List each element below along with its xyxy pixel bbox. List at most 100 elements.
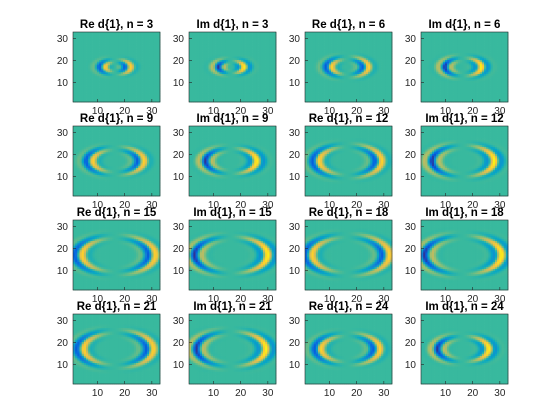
heatmap-cell <box>149 91 152 94</box>
heatmap-cell <box>215 51 218 54</box>
heatmap-cell <box>262 100 266 103</box>
heatmap-cell <box>215 95 218 98</box>
heatmap-cell <box>245 39 249 42</box>
heatmap-cell <box>197 89 201 92</box>
heatmap-cell <box>252 65 255 68</box>
heatmap-cell <box>258 81 262 84</box>
heatmap-cell <box>221 33 225 36</box>
heatmap-cell <box>155 82 159 85</box>
heatmap-cell <box>118 65 122 68</box>
heatmap-cell <box>133 40 137 43</box>
heatmap-cell <box>247 74 251 77</box>
heatmap-cell <box>256 39 259 42</box>
heatmap-cell <box>249 40 253 43</box>
heatmap-cell <box>127 47 130 50</box>
heatmap-cell <box>193 61 196 64</box>
axes-frame <box>188 31 277 103</box>
heatmap-cell <box>208 81 212 84</box>
heatmap-cell <box>153 65 156 68</box>
heatmap-cell <box>103 72 106 75</box>
heatmap-cell <box>273 63 277 66</box>
heatmap-cell <box>197 39 201 42</box>
heatmap-cell <box>193 51 196 54</box>
heatmap-cell <box>86 81 89 84</box>
heatmap-cell <box>232 81 236 84</box>
heatmap-cell <box>219 53 222 56</box>
heatmap-cell <box>210 91 214 94</box>
heatmap-cell <box>230 32 233 35</box>
heatmap-cell <box>140 42 143 45</box>
heatmap-cell <box>249 91 253 94</box>
heatmap-cell <box>254 42 257 45</box>
heatmap-cell <box>142 39 146 42</box>
heatmap-cell <box>202 47 205 50</box>
subplot-title: Re d{1}, n = 6 <box>312 19 385 31</box>
heatmap-cell <box>109 65 113 68</box>
heatmap-cell <box>138 54 141 57</box>
heatmap-cell <box>83 51 87 54</box>
heatmap-cell <box>107 46 111 49</box>
heatmap-cell <box>73 56 76 59</box>
heatmap-cell <box>221 100 225 103</box>
heatmap-cell <box>271 93 275 96</box>
heatmap-cell <box>144 89 148 92</box>
heatmap-cell <box>260 49 264 52</box>
heatmap-cell <box>206 79 209 82</box>
heatmap-cell <box>92 70 96 73</box>
heatmap-cell <box>90 32 93 35</box>
heatmap-cell <box>75 51 78 54</box>
heatmap-cell <box>153 40 156 43</box>
heatmap-cell <box>236 82 240 85</box>
heatmap-cell <box>212 39 216 42</box>
heatmap-cell <box>99 67 102 70</box>
heatmap-cell <box>77 46 80 49</box>
heatmap-cell <box>92 53 96 56</box>
heatmap-cell <box>138 79 141 82</box>
heatmap-cell <box>96 98 100 101</box>
heatmap-cell <box>221 79 225 82</box>
heatmap-cell <box>131 72 135 75</box>
heatmap-cell <box>101 81 104 84</box>
heatmap-cell <box>193 81 196 84</box>
heatmap-cell <box>258 60 262 63</box>
heatmap-cell <box>151 49 154 52</box>
heatmap-cell <box>157 49 161 52</box>
heatmap-cell <box>99 42 102 45</box>
heatmap-cell <box>236 63 240 66</box>
heatmap-cell <box>127 79 130 82</box>
heatmap-cell <box>269 61 272 64</box>
heatmap-cell <box>195 93 199 96</box>
heatmap-cell <box>230 88 233 91</box>
heatmap-cell <box>256 61 259 64</box>
heatmap-cell <box>234 32 238 35</box>
heatmap-cell <box>127 77 130 80</box>
heatmap-cell <box>83 74 87 77</box>
heatmap-cell <box>90 58 93 61</box>
heatmap-cell <box>208 53 212 56</box>
heatmap-cell <box>247 51 251 54</box>
x-tick-label: 10 <box>92 106 104 117</box>
heatmap-cell <box>94 79 98 82</box>
heatmap-cell <box>88 91 91 94</box>
heatmap-cell <box>262 42 266 45</box>
heatmap-cell <box>103 49 106 52</box>
heatmap-cell <box>258 77 262 80</box>
heatmap-cell <box>206 93 209 96</box>
heatmap-cell <box>96 56 100 59</box>
heatmap-cell <box>267 47 270 50</box>
heatmap-cell <box>114 35 117 38</box>
heatmap-cell <box>271 40 275 43</box>
heatmap-cell <box>232 56 236 59</box>
heatmap-cell <box>208 75 212 78</box>
heatmap-cell <box>305 96 308 99</box>
heatmap-cell <box>77 68 80 71</box>
heatmap-cell <box>202 61 205 64</box>
heatmap-cell <box>208 88 212 91</box>
heatmap-cell <box>77 37 80 40</box>
heatmap-cell <box>269 74 272 77</box>
heatmap-cell <box>146 77 150 80</box>
heatmap-cell <box>215 33 218 36</box>
heatmap-cell <box>90 84 93 87</box>
heatmap-cell <box>228 60 231 63</box>
heatmap-cell <box>191 61 194 64</box>
